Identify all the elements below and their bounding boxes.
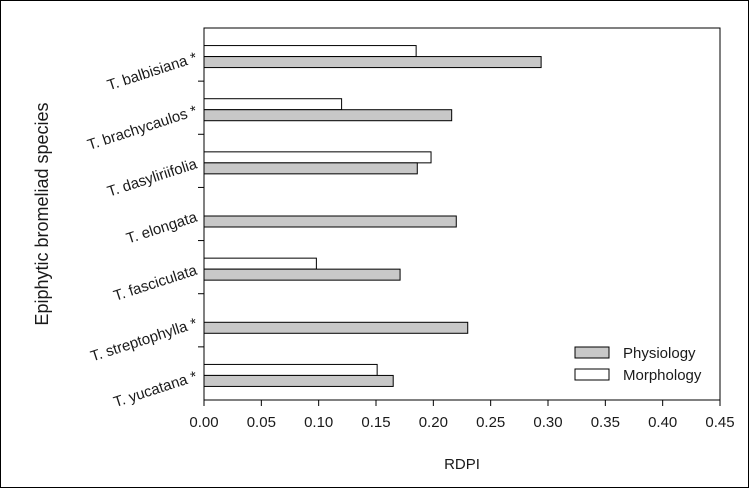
bar-physiology-t-balbisiana bbox=[203, 56, 542, 69]
bars-layer bbox=[203, 45, 542, 387]
x-axis-title: RDPI bbox=[444, 456, 480, 473]
legend-swatch-morphology bbox=[574, 368, 610, 381]
category-label: T. dasyliriifolia bbox=[105, 155, 200, 200]
bar-physiology-t-elongata bbox=[203, 215, 457, 228]
x-tick-label: 0.45 bbox=[705, 414, 734, 431]
x-tick-label: 0.10 bbox=[304, 414, 333, 431]
x-tick-label: 0.40 bbox=[648, 414, 677, 431]
bar-morphology-t-fasciculata bbox=[203, 257, 317, 270]
category-label: T. balbisiana * bbox=[105, 49, 199, 94]
legend-swatch-physiology bbox=[574, 346, 610, 359]
legend: Physiology Morphology bbox=[574, 345, 702, 384]
category-label: T. streptophylla * bbox=[89, 315, 200, 365]
plot-area-frame bbox=[203, 27, 721, 401]
bar-physiology-t-streptophylla bbox=[203, 321, 469, 334]
x-tick-label: 0.05 bbox=[247, 414, 276, 431]
category-label: T. elongata bbox=[124, 208, 200, 247]
bar-morphology-t-brachycaulos bbox=[203, 98, 343, 111]
bar-physiology-t-brachycaulos bbox=[203, 109, 453, 122]
x-tick-label: 0.00 bbox=[189, 414, 218, 431]
y-axis-title: Epiphytic bromeliad species bbox=[32, 102, 52, 325]
legend-label-morphology: Morphology bbox=[623, 367, 702, 384]
x-tick-label: 0.35 bbox=[591, 414, 620, 431]
bar-morphology-t-balbisiana bbox=[203, 45, 417, 58]
y-tick-labels: T. balbisiana * T. brachycaulos *T. dasyl… bbox=[85, 49, 204, 411]
category-label: T. yucatana * bbox=[112, 368, 200, 411]
x-tick-label: 0.30 bbox=[533, 414, 562, 431]
bar-physiology-t-dasyliriifolia bbox=[203, 162, 418, 175]
category-label: T. brachycaulos * bbox=[85, 102, 199, 154]
bar-physiology-t-fasciculata bbox=[203, 268, 401, 281]
x-tick-label: 0.20 bbox=[419, 414, 448, 431]
x-tick-label: 0.15 bbox=[361, 414, 390, 431]
bar-morphology-t-dasyliriifolia bbox=[203, 151, 432, 164]
x-tick-label: 0.25 bbox=[476, 414, 505, 431]
x-axis: 0.00 0.05 0.10 0.15 0.20 0.25 0.30 0.35 0.40 0.45 bbox=[189, 400, 735, 431]
category-label: T. fasciculata bbox=[112, 262, 200, 305]
bar-morphology-t-yucatana bbox=[203, 363, 378, 376]
bar-physiology-t-yucatana bbox=[203, 374, 394, 387]
legend-label-physiology: Physiology bbox=[623, 345, 696, 362]
